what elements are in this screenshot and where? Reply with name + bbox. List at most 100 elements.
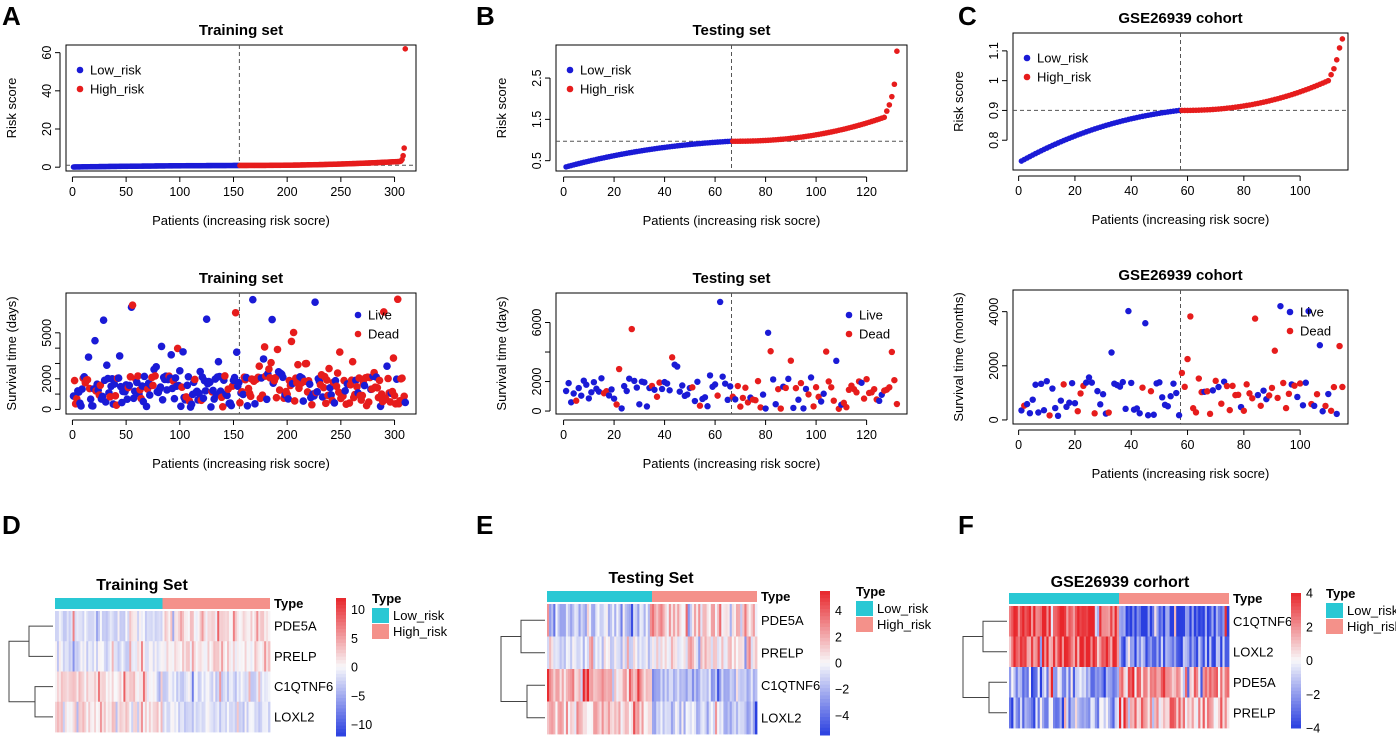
heatmap-cell — [570, 636, 573, 670]
colorbar-segment — [336, 701, 346, 706]
heatmap-cell — [191, 701, 195, 733]
heatmap-cell — [601, 636, 605, 670]
heatmap-cell — [561, 604, 565, 637]
heatmap-cell — [168, 641, 171, 672]
heatmap-cell — [1134, 697, 1137, 729]
dead-point — [111, 392, 120, 400]
heatmap-cell — [1022, 697, 1025, 729]
heatmap-cell — [698, 604, 701, 637]
live-point — [876, 397, 883, 405]
heatmap-cell — [172, 701, 175, 733]
heatmap-cell — [578, 701, 581, 735]
heatmap-cell — [746, 701, 749, 735]
heatmap-cell — [123, 641, 126, 672]
heatmap-cell — [593, 701, 596, 735]
heatmap-cell — [86, 701, 89, 733]
heatmap-cell — [1154, 606, 1157, 637]
x-tick-label: 20 — [1068, 184, 1082, 198]
legend-swatch-low — [856, 601, 873, 616]
live-point — [1299, 402, 1307, 409]
heatmap-cell — [160, 671, 163, 703]
heatmap-cell — [662, 604, 665, 637]
dead-point — [797, 379, 805, 387]
heatmap-cell — [252, 671, 255, 703]
colorbar-segment — [1291, 613, 1301, 618]
gene-label: PRELP — [274, 649, 317, 664]
heatmap-cell — [654, 604, 657, 637]
heatmap-cell — [68, 641, 72, 672]
heatmap-cell — [178, 701, 181, 733]
heatmap-cell — [1081, 636, 1085, 668]
x-axis-label: Patients (increasing risk socre) — [1092, 212, 1270, 227]
heatmap-cell — [1015, 667, 1019, 698]
colorbar-segment — [336, 687, 346, 692]
heatmap-cell — [111, 641, 115, 672]
heatmap-cell — [101, 701, 105, 733]
live-point — [201, 387, 210, 395]
heatmap-cell — [1125, 697, 1129, 729]
heatmap-cell — [215, 641, 218, 672]
heatmap-cell — [84, 641, 87, 672]
live-point — [588, 389, 595, 396]
heatmap-cell — [230, 671, 234, 703]
heatmap-cell — [628, 604, 632, 637]
heatmap-cell — [1057, 667, 1060, 698]
heatmap-cell — [90, 671, 93, 703]
heatmap-cell — [574, 636, 577, 670]
heatmap-cell — [96, 701, 99, 733]
colorbar-segment — [1291, 599, 1301, 604]
heatmap-cell — [586, 604, 590, 637]
heatmap-cell — [240, 701, 244, 733]
heatmap-cell — [211, 611, 214, 642]
dead-point — [335, 348, 344, 356]
heatmap-cell — [704, 669, 707, 702]
heatmap-cell — [626, 636, 630, 670]
heatmap-cell — [1009, 636, 1012, 668]
plot-frame — [65, 292, 417, 415]
heatmap-cell — [1026, 606, 1030, 637]
heatmap-cell — [256, 701, 259, 733]
live-point — [706, 372, 714, 379]
heatmap-cell — [593, 669, 596, 702]
live-point — [170, 394, 179, 403]
heatmap-cell — [1182, 667, 1186, 698]
y-tick-label: 2000 — [40, 365, 54, 393]
heatmap-cell — [1039, 636, 1043, 668]
heatmap-cell — [1057, 636, 1060, 668]
colorbar-segment — [336, 691, 346, 696]
heatmap-cell — [729, 701, 733, 735]
dead-point — [290, 397, 299, 405]
colorbar-segment — [336, 660, 346, 665]
heatmap-cell — [1132, 636, 1135, 668]
heatmap-cell — [211, 701, 214, 733]
y-axis-label: Survival time (months) — [951, 292, 966, 421]
dead-point — [853, 389, 860, 396]
live-point — [1040, 407, 1048, 414]
heatmap-cell — [1097, 697, 1100, 729]
heatmap-cell — [635, 636, 638, 670]
live-point — [101, 398, 110, 406]
heatmap-cell — [1072, 606, 1076, 637]
dead-point — [348, 357, 357, 366]
heatmap-cell — [1055, 697, 1058, 729]
live-point — [1026, 409, 1034, 417]
heatmap-cell — [1200, 636, 1203, 668]
heatmap-cell — [1039, 606, 1043, 637]
heatmap-cell — [689, 604, 693, 637]
heatmap-cell — [1079, 667, 1082, 698]
heatmap-cell — [123, 671, 126, 703]
heatmap-cell — [662, 701, 665, 735]
colorbar-segment — [336, 604, 346, 609]
heatmap-cell — [1196, 636, 1199, 668]
heatmap-cell — [742, 701, 745, 735]
heatmap-cell — [1083, 636, 1087, 668]
heatmap-cell — [654, 636, 657, 670]
heatmap-cell — [1182, 636, 1186, 668]
colorbar-segment — [820, 609, 830, 614]
heatmap-cell — [677, 701, 680, 735]
live-point — [383, 362, 391, 370]
heatmap-cell — [633, 669, 636, 702]
live-point — [1333, 410, 1340, 418]
colorbar-segment — [336, 649, 346, 654]
